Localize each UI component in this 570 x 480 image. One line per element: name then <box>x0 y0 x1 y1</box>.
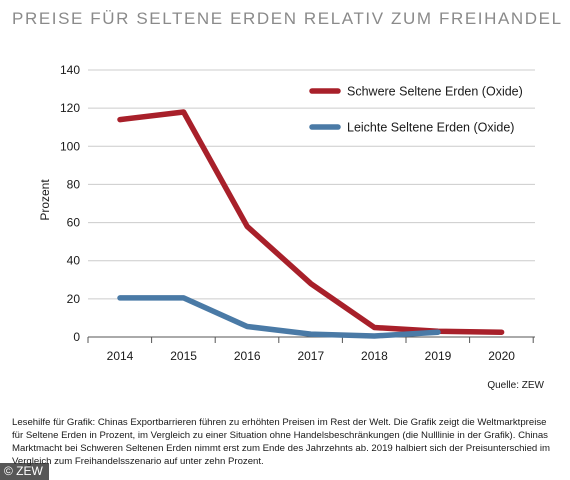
x-tick-label: 2014 <box>107 349 134 363</box>
y-tick-labels: 0 20 40 60 80 100 120 140 <box>60 63 80 344</box>
y-axis-label: Prozent <box>38 179 52 221</box>
legend-label: Leichte Seltene Erden (Oxide) <box>347 121 514 135</box>
series-lines <box>117 109 505 339</box>
x-axis <box>87 336 535 343</box>
grid-lines <box>88 69 535 300</box>
y-tick-label: 0 <box>73 330 80 344</box>
x-tick-label: 2016 <box>234 349 261 363</box>
caption-text: Lesehilfe für Grafik: Chinas Exportbarri… <box>12 417 551 467</box>
legend: Schwere Seltene Erden (Oxide) Leichte Sel… <box>309 85 523 135</box>
y-tick-label: 40 <box>67 254 81 268</box>
x-tick-label: 2019 <box>425 349 452 363</box>
y-tick-label: 140 <box>60 63 80 77</box>
y-tick-label: 20 <box>67 292 81 306</box>
chart-title: PREISE FÜR SELTENE ERDEN RELATIV ZUM FRE… <box>12 9 563 28</box>
x-tick-label: 2015 <box>170 349 197 363</box>
legend-label: Schwere Seltene Erden (Oxide) <box>347 85 523 99</box>
source-note: Quelle: ZEW <box>487 380 544 391</box>
series-light-line <box>117 295 441 339</box>
y-tick-label: 80 <box>67 177 81 191</box>
x-tick-label: 2020 <box>488 349 515 363</box>
x-tick-labels: 2014 2015 2016 2017 2018 2019 2020 <box>107 349 516 363</box>
x-tick-label: 2018 <box>361 349 388 363</box>
copyright-badge: © ZEW <box>0 463 49 480</box>
y-tick-label: 120 <box>60 101 80 115</box>
y-tick-label: 100 <box>60 139 80 153</box>
x-tick-label: 2017 <box>297 349 324 363</box>
y-tick-label: 60 <box>67 216 81 230</box>
